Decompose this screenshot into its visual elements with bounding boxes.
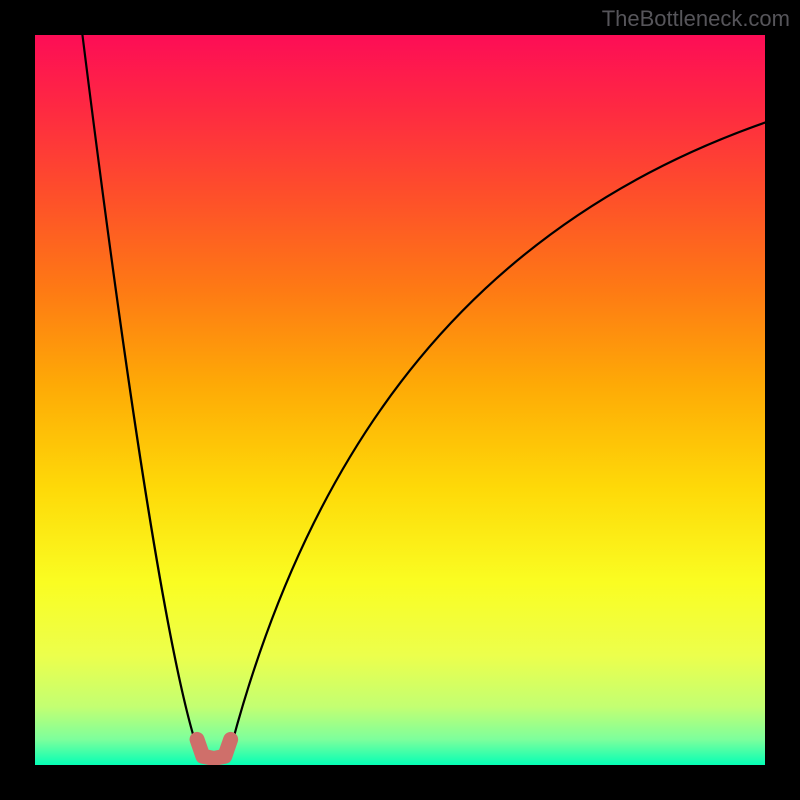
plot-area <box>35 35 765 765</box>
watermark-text: TheBottleneck.com <box>602 6 790 32</box>
chart-svg <box>35 35 765 765</box>
gradient-background <box>35 35 765 765</box>
chart-stage: TheBottleneck.com <box>0 0 800 800</box>
